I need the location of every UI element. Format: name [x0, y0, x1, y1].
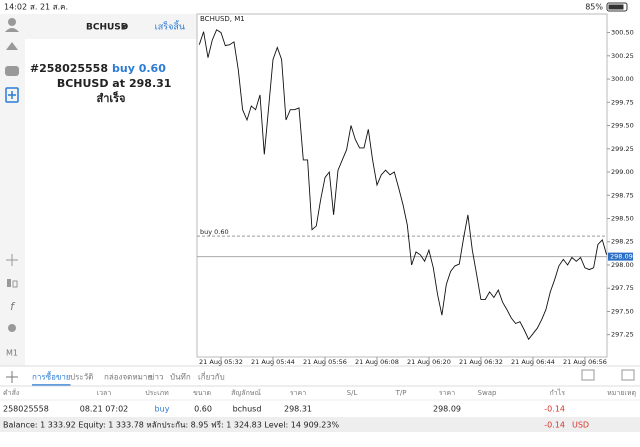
y-tick-label: 298.50 [611, 214, 634, 222]
layout-icon[interactable] [581, 369, 595, 381]
y-tick-label: 297.75 [611, 284, 634, 292]
done-button[interactable]: เสร็จสิ้น [155, 20, 185, 33]
cell: 298.31 [284, 405, 312, 414]
battery-icon [606, 2, 628, 12]
cell: bchusd [233, 405, 262, 414]
timeframe[interactable]: M1 [6, 349, 18, 358]
cell: 258025558 [3, 405, 49, 414]
new-order-icon[interactable] [5, 87, 19, 103]
table-header: คำสั่ง เวลา ประเภท ขนาด สัญลักษณ์ ราคา S/L T/P ร… [3, 388, 636, 397]
crosshair-icon[interactable] [6, 254, 18, 266]
cell: -0.14 [544, 405, 565, 414]
candles-icon[interactable] [7, 279, 11, 287]
chat-icon[interactable] [5, 66, 19, 76]
order-action: buy 0.60 [112, 62, 166, 75]
y-tick-label: 297.50 [611, 307, 634, 315]
cell: 08.21 07:02 [80, 405, 129, 414]
symbol-at: BCHUSD at [57, 77, 125, 90]
column-header: ราคา [290, 389, 306, 397]
column-header: ประเภท [145, 389, 169, 397]
x-tick-label: 21 Aug 06:32 [459, 358, 503, 366]
y-tick-label: 299.25 [611, 145, 634, 153]
cell: 0.60 [194, 405, 212, 414]
column-header: หมายเหตุ [607, 389, 636, 397]
symbol-select[interactable]: BCHUSD [86, 23, 128, 33]
column-header: S/L [347, 389, 358, 397]
y-tick-label: 298.25 [611, 238, 634, 246]
y-tick-label: 298.00 [611, 261, 634, 269]
bid-box [608, 252, 633, 261]
x-tick-label: 21 Aug 05:56 [303, 358, 347, 366]
account-icon[interactable] [8, 18, 16, 26]
order-status: สำเร็จ [96, 91, 125, 105]
balance-text: Balance: 1 333.92 Equity: 1 333.78 หลักป… [3, 421, 339, 430]
order-panel-header [25, 14, 197, 39]
trade-icon[interactable] [6, 42, 18, 50]
price-line [198, 29, 608, 341]
expand-icon[interactable] [621, 369, 635, 381]
order-line-label: buy 0.60 [200, 228, 229, 236]
column-header: T/P [395, 389, 407, 397]
column-header: Swap [478, 389, 497, 397]
x-tick-label: 21 Aug 06:44 [511, 358, 555, 366]
column-header: ขนาด [193, 389, 211, 397]
currency: USD [572, 421, 589, 430]
tab[interactable]: บันทึก [170, 373, 191, 382]
clock: 14:02 [4, 3, 27, 12]
tab[interactable]: กล่องจดหมาย [104, 373, 152, 382]
tab[interactable]: ข่าว [149, 373, 163, 382]
new-order-plus [8, 91, 16, 99]
y-tick-label: 298.75 [611, 191, 634, 199]
column-header: ราคา [439, 389, 455, 397]
add-icon[interactable] [6, 371, 18, 383]
cell: 298.09 [433, 405, 461, 414]
y-tick-label: 299.00 [611, 168, 634, 176]
cell: buy [155, 405, 170, 414]
chart-title: BCHUSD, M1 [200, 15, 245, 23]
y-tick-label: 300.50 [611, 29, 634, 37]
column-header: สัญลักษณ์ [231, 389, 261, 397]
column-header: คำสั่ง [3, 388, 19, 397]
x-tick-label: 21 Aug 06:08 [355, 358, 399, 366]
y-tick-label: 297.25 [611, 331, 634, 339]
battery-level [608, 4, 624, 10]
y-tick-label: 300.00 [611, 75, 634, 83]
x-tick-label: 21 Aug 05:32 [199, 358, 243, 366]
candles-icon-2 [12, 280, 18, 288]
y-tick-label: 299.50 [611, 122, 634, 130]
chart: BCHUSD, M1 297.25 297.50 297.75 298.00 298.2… [196, 13, 634, 366]
x-tick-label: 21 Aug 05:44 [251, 358, 295, 366]
tab[interactable]: ประวัติ [70, 373, 93, 382]
dropdown-arrow [121, 25, 127, 29]
date: ส. 21 ส.ค. [30, 3, 68, 12]
total-profit: -0.14 [544, 421, 565, 430]
x-tick-label: 21 Aug 06:20 [407, 358, 451, 366]
column-header: กำไร [550, 388, 566, 397]
balance-bar [0, 417, 640, 432]
indicator-icon[interactable]: f [10, 300, 16, 313]
column-header: เวลา [97, 389, 112, 397]
y-tick-label: 299.75 [611, 98, 634, 106]
y-tick-label: 300.25 [611, 52, 634, 60]
objects-icon[interactable] [8, 324, 16, 332]
plot-frame [196, 13, 608, 358]
table-row[interactable]: 258025558 08.21 07:02 buy 0.60 bchusd 29… [3, 405, 565, 414]
x-tick-label: 21 Aug 06:56 [563, 358, 607, 366]
fill-price: 298.31 [129, 77, 171, 90]
account-icon-body [5, 28, 19, 32]
battery-text: 85% [585, 3, 603, 12]
ticket: #258025558 [30, 62, 108, 75]
tab[interactable]: เกี่ยวกับ [198, 371, 225, 382]
tab[interactable]: การซื้อขาย [32, 371, 71, 382]
bid-label: 298.09 [610, 253, 633, 261]
